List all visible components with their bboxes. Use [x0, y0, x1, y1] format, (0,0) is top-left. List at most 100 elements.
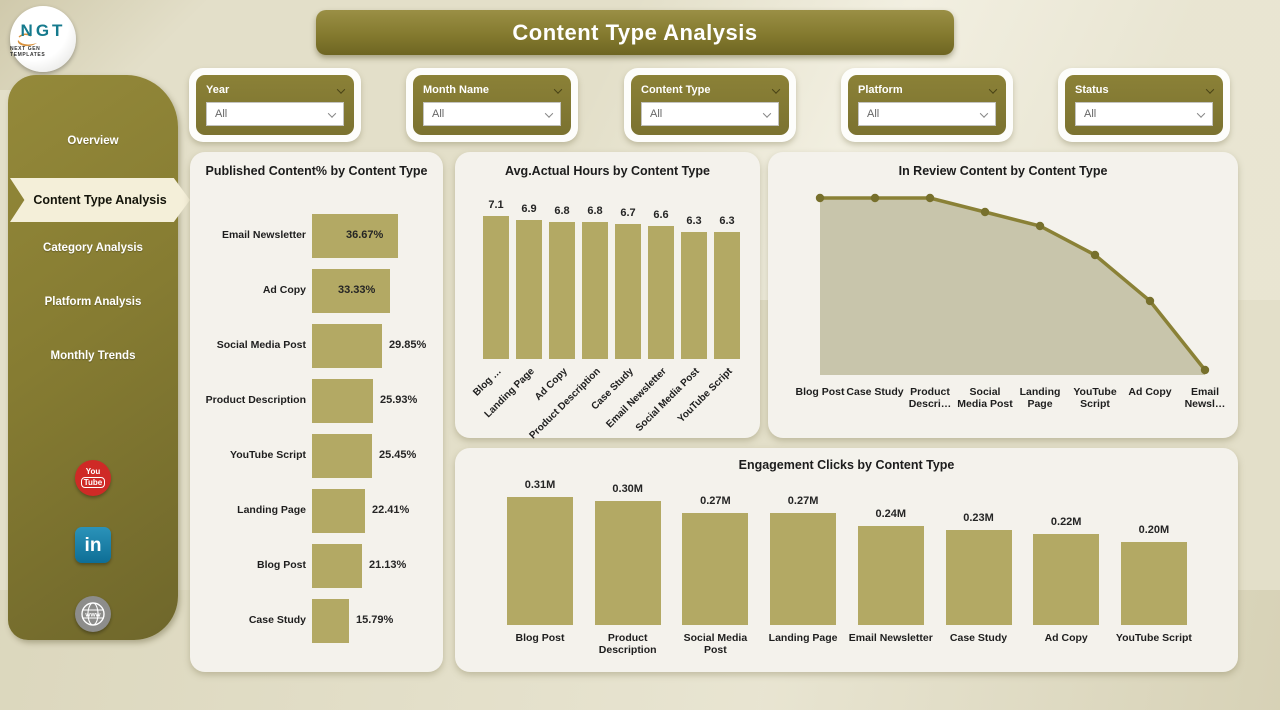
filter-card-year: Year All — [189, 68, 361, 142]
x-axis-label: Product Description — [598, 632, 657, 657]
filter-dropdown-status[interactable]: All — [1075, 102, 1213, 126]
bar-value-label: 0.27M — [787, 495, 819, 507]
bar-category-label: Blog Post — [257, 559, 306, 571]
bar-value-label: 6.3 — [719, 215, 735, 227]
bar-category-label: Case Study — [248, 614, 306, 626]
chevron-down-icon[interactable] — [988, 81, 998, 99]
x-axis-label: Landing Page — [1019, 386, 1061, 411]
x-axis-label: Social Media Post — [957, 386, 1013, 411]
bar-value-label: 6.3 — [686, 215, 702, 227]
linkedin-icon[interactable]: in — [75, 527, 111, 563]
bar-blog-[interactable] — [483, 216, 509, 359]
filter-card-content-type: Content Type All — [624, 68, 796, 142]
data-point-marker[interactable] — [1035, 221, 1045, 231]
data-point-marker[interactable] — [870, 193, 880, 203]
bar-product-description[interactable] — [582, 222, 608, 359]
page-title: Content Type Analysis — [512, 19, 758, 45]
bar-category-label: YouTube Script — [229, 449, 306, 461]
youtube-icon[interactable]: You Tube — [75, 460, 111, 496]
bar-value-label: 6.9 — [521, 203, 537, 215]
sidebar-item-overview[interactable]: Overview — [67, 135, 119, 147]
bar-blog-post[interactable] — [312, 544, 362, 588]
bar-email-newsletter[interactable] — [312, 214, 398, 258]
sidebar-item-platform-analysis[interactable]: Platform Analysis — [44, 296, 142, 308]
x-axis-label: Ad Copy — [1128, 386, 1172, 398]
filter-dropdown-content-type[interactable]: All — [641, 102, 779, 126]
bar-case-study[interactable] — [945, 530, 1012, 625]
filter-dropdown-month-name[interactable]: All — [423, 102, 561, 126]
filter-value-year: All — [215, 108, 228, 120]
bar-value-label: 0.24M — [875, 508, 907, 520]
bar-value-label: 15.79% — [356, 614, 394, 626]
filter-dropdown-year[interactable]: All — [206, 102, 344, 126]
bar-value-label: 6.8 — [554, 205, 570, 217]
chevron-down-icon[interactable] — [553, 81, 563, 99]
data-point-marker[interactable] — [1145, 296, 1155, 306]
svg-text:www: www — [84, 612, 101, 619]
chevron-down-icon[interactable] — [1196, 105, 1206, 123]
data-point-marker[interactable] — [980, 207, 990, 217]
sidebar-item-category-analysis[interactable]: Category Analysis — [43, 242, 143, 254]
bar-social-media-post[interactable] — [312, 324, 382, 368]
bar-social-media-post[interactable] — [682, 513, 749, 625]
bar-case-study[interactable] — [615, 224, 641, 359]
chart-title: Avg.Actual Hours by Content Type — [505, 164, 710, 178]
chevron-down-icon[interactable] — [336, 81, 346, 99]
ngt-logo: NGT NEXT GEN TEMPLATES — [10, 6, 76, 72]
bar-youtube-script[interactable] — [714, 232, 740, 359]
trend-line — [820, 196, 1207, 372]
area-fill[interactable] — [820, 198, 1205, 375]
bar-youtube-script[interactable] — [1120, 542, 1187, 625]
filter-dropdown-platform[interactable]: All — [858, 102, 996, 126]
filter-year: Year All — [196, 75, 354, 135]
bar-value-label: 36.67% — [346, 229, 384, 241]
bar-ad-copy[interactable] — [1033, 534, 1100, 625]
page-header-banner: Content Type Analysis — [316, 10, 954, 55]
filter-value-content-type: All — [650, 108, 663, 120]
chevron-down-icon[interactable] — [979, 105, 989, 123]
chevron-down-icon[interactable] — [762, 105, 772, 123]
filter-label-month-name: Month Name — [423, 84, 489, 96]
chevron-down-icon[interactable] — [1205, 81, 1215, 99]
bar-product-description[interactable] — [594, 501, 661, 625]
bar-youtube-script[interactable] — [312, 434, 372, 478]
bar-ad-copy[interactable] — [549, 222, 575, 359]
bar-category-label: Ad Copy — [262, 284, 306, 296]
x-axis-label: YouTube Script — [1073, 386, 1117, 411]
youtube-icon-text: Tube — [80, 477, 106, 488]
filter-value-platform: All — [867, 108, 880, 120]
sidebar-item-monthly-trends[interactable]: Monthly Trends — [50, 350, 136, 362]
filter-platform: Platform All — [848, 75, 1006, 135]
bar-case-study[interactable] — [312, 599, 349, 643]
bar-email-newsletter[interactable] — [648, 226, 674, 359]
web-globe-icon[interactable]: www — [75, 596, 111, 632]
data-point-marker[interactable] — [1200, 365, 1210, 375]
sidebar-item-content-type-analysis[interactable]: Content Type Analysis — [10, 178, 190, 222]
filter-label-content-type: Content Type — [641, 84, 711, 96]
bar-landing-page[interactable] — [770, 513, 837, 625]
data-point-marker[interactable] — [815, 193, 825, 203]
bar-value-label: 0.20M — [1138, 524, 1170, 536]
chevron-down-icon[interactable] — [544, 105, 554, 123]
bar-value-label: 0.30M — [612, 483, 643, 495]
bar-social-media-post[interactable] — [681, 232, 707, 359]
bar-blog-post[interactable] — [507, 497, 573, 625]
data-point-marker[interactable] — [1090, 250, 1100, 260]
bar-product-description[interactable] — [312, 379, 373, 423]
bar-ad-copy[interactable] — [312, 269, 390, 313]
x-axis-label: Case Study — [949, 632, 1008, 644]
chevron-down-icon[interactable] — [327, 105, 337, 123]
filter-label-platform: Platform — [858, 84, 903, 96]
globe-icon: www — [81, 602, 105, 626]
x-axis-label: Blog Post — [515, 632, 565, 644]
bar-landing-page[interactable] — [312, 489, 365, 533]
logo-subtext: NEXT GEN TEMPLATES — [10, 45, 46, 58]
bar-landing-page[interactable] — [516, 220, 542, 359]
bar-email-newsletter[interactable] — [857, 526, 924, 625]
data-point-marker[interactable] — [925, 193, 935, 203]
chevron-down-icon[interactable] — [771, 81, 781, 99]
filter-value-month-name: All — [432, 108, 445, 120]
x-axis-label: Email Newsl… — [1184, 386, 1226, 411]
linkedin-icon-text: in — [84, 534, 102, 556]
filter-value-status: All — [1084, 108, 1097, 120]
